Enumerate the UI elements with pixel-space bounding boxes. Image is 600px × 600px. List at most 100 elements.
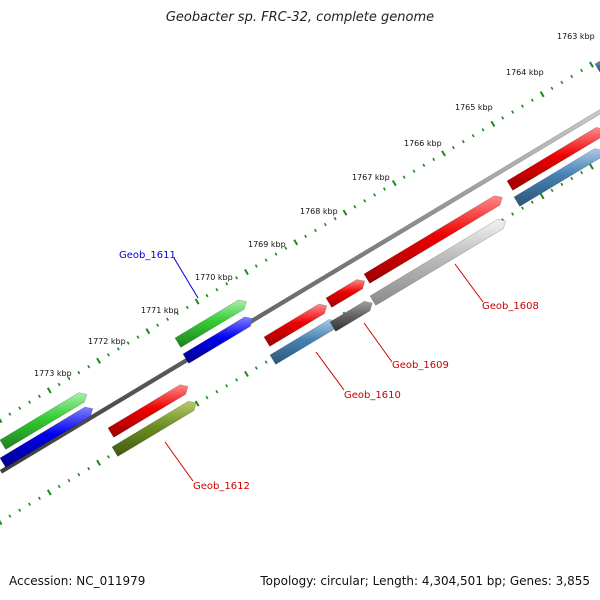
- gene-label[interactable]: Geob_1608: [482, 301, 539, 312]
- gene-reverse-gray[interactable]: [369, 218, 507, 306]
- genome-summary: Topology: circular; Length: 4,304,501 bp…: [260, 574, 590, 588]
- ruler-tick-lower: [550, 188, 554, 193]
- ruler-tick-upper: [8, 412, 12, 416]
- ruler-tick-lower: [520, 206, 524, 210]
- ruler-tick-upper: [87, 364, 91, 369]
- ruler-tick-lower: [580, 170, 584, 175]
- ruler-tick-upper: [570, 74, 574, 79]
- gene-edge-steel[interactable]: [594, 57, 600, 73]
- gene-features[interactable]: [0, 57, 600, 468]
- gene-reverse-steel-2[interactable]: [513, 148, 600, 207]
- ruler-tick-upper: [342, 209, 348, 216]
- ruler-tick-upper: [511, 110, 515, 114]
- ruler-tick-lower: [264, 360, 268, 364]
- ruler-tick-label: 1773 kbp: [34, 369, 72, 378]
- ruler-tick-lower: [67, 478, 71, 483]
- ruler-tick-upper: [77, 370, 81, 375]
- ruler-tick-upper: [274, 252, 278, 256]
- ruler-tick-lower: [589, 163, 594, 170]
- backbone: [0, 109, 600, 474]
- gene-label[interactable]: Geob_1610: [344, 390, 401, 401]
- ruler-labels: 1763 kbp 1764 kbp 1765 kbp 1766 kbp 1767 kbp…: [34, 32, 595, 378]
- gene-reverse-blue[interactable]: [0, 406, 94, 468]
- ruler-tick-upper: [353, 205, 357, 209]
- gene-geob-1609[interactable]: [325, 279, 366, 308]
- ruler-tick-lower: [560, 182, 564, 187]
- ruler-tick-upper: [461, 139, 465, 144]
- ruler-tick-label: 1769 kbp: [248, 240, 286, 249]
- ruler-tick-upper: [235, 276, 239, 280]
- gene-geob-1612[interactable]: [107, 384, 189, 438]
- ruler-tick-lower: [235, 378, 239, 382]
- ruler-tick-lower: [46, 489, 52, 496]
- ruler-tick-upper: [116, 347, 120, 351]
- gene-label[interactable]: Geob_1609: [392, 360, 449, 371]
- callout-leader: [363, 322, 393, 363]
- ruler-tick-upper: [37, 394, 41, 399]
- ruler-tick-upper: [382, 187, 386, 191]
- callout-leader: [164, 441, 194, 482]
- ruler-tick-upper: [501, 116, 505, 120]
- ruler-tick-upper: [166, 317, 170, 322]
- gene-forward-green[interactable]: [0, 392, 88, 450]
- ruler-tick-label: 1771 kbp: [141, 306, 179, 315]
- ruler-tick-upper: [451, 145, 455, 150]
- map-title: Geobacter sp. FRC-32, complete genome: [165, 10, 435, 25]
- ruler-tick-upper: [96, 357, 101, 364]
- ruler-tick-upper: [589, 61, 594, 68]
- ruler-tick-lower: [18, 508, 22, 512]
- gene-forward-red[interactable]: [506, 127, 600, 191]
- ruler-tick-upper: [205, 293, 209, 298]
- gene-geob-1610[interactable]: [263, 303, 328, 347]
- gene-reverse-darkgray[interactable]: [329, 301, 373, 332]
- ruler-tick-upper: [244, 268, 249, 276]
- ruler-tick-upper: [136, 335, 140, 339]
- ruler-tick-lower: [37, 496, 41, 501]
- ruler-tick-upper: [67, 376, 71, 381]
- ruler-tick-lower: [205, 395, 209, 400]
- ruler-tick-upper: [46, 387, 52, 394]
- ruler-tick-upper: [0, 418, 3, 424]
- ruler-tick-upper: [402, 175, 406, 179]
- ruler-tick-lower: [194, 400, 200, 407]
- ruler-tick-upper: [215, 287, 219, 292]
- ruler-tick-upper: [550, 86, 554, 91]
- ruler-tick-upper: [323, 222, 327, 227]
- ruler-tick-upper: [520, 104, 524, 108]
- gene-label[interactable]: Geob_1611: [119, 250, 176, 261]
- ruler-tick-upper: [313, 228, 317, 233]
- ruler-tick-label: 1763 kbp: [557, 32, 595, 41]
- gene-reverse-blue-1611[interactable]: [182, 316, 254, 364]
- ruler-tick-upper: [28, 400, 32, 404]
- ruler-tick-lower: [225, 384, 229, 388]
- ruler-tick-upper: [481, 128, 485, 132]
- accession-label: Accession: NC_011979: [9, 574, 146, 588]
- gene-reverse-olive[interactable]: [111, 400, 197, 457]
- ruler-tick-upper: [560, 80, 564, 85]
- ruler-tick-upper: [373, 193, 377, 197]
- ruler-tick-label: 1767 kbp: [352, 173, 390, 182]
- ruler-tick-lower: [530, 200, 534, 204]
- ruler-tick-lower: [570, 176, 574, 181]
- ruler-tick-lower: [57, 484, 61, 489]
- ruler-tick-upper: [412, 169, 416, 173]
- ruler-tick-lower: [106, 455, 110, 459]
- ruler-tick-upper: [145, 328, 151, 335]
- ruler-tick-lower: [254, 366, 258, 370]
- gene-labels: Geob_1608 Geob_1609 Geob_1610 Geob_1611 Geob…: [119, 250, 539, 492]
- ruler-tick-upper: [471, 134, 475, 138]
- ruler-tick-lower: [511, 212, 515, 216]
- gene-geob-1608[interactable]: [363, 195, 503, 284]
- callout-leader: [454, 263, 484, 303]
- gene-geob-1611[interactable]: [174, 299, 247, 348]
- gene-label[interactable]: Geob_1612: [193, 481, 250, 492]
- callout-leader: [173, 257, 199, 299]
- ruler-tick-upper: [304, 234, 308, 239]
- ruler-tick-upper: [432, 157, 436, 162]
- ruler-tick-lower: [96, 459, 101, 466]
- ruler-tick-upper: [225, 282, 229, 286]
- ruler-tick-upper: [57, 382, 61, 387]
- ruler-tick-upper: [530, 98, 534, 102]
